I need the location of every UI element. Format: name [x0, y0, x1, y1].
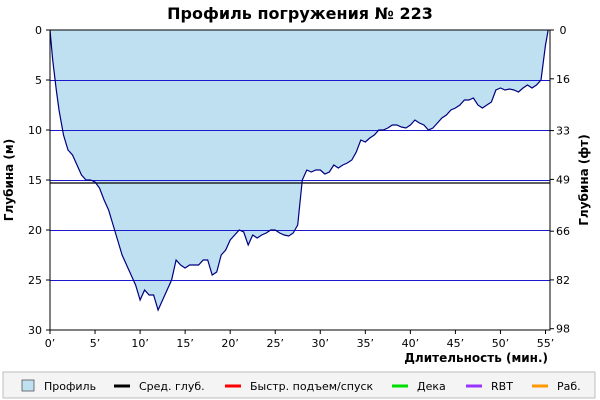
- y-right-tick-label: 0: [560, 24, 567, 37]
- y-axis-left-title: Глубина (м): [2, 139, 16, 221]
- legend-frame: [2, 371, 596, 399]
- x-tick-label: 45’: [447, 337, 465, 350]
- x-tick-label: 25’: [266, 337, 284, 350]
- x-axis-ticks: 0’ 5’ 10’ 15’ 20’ 25’ 30’ 35’ 40’ 45’ 50’ 55’: [45, 330, 554, 350]
- x-tick-label: 5’: [90, 337, 101, 350]
- x-tick-label: 40’: [402, 337, 420, 350]
- y-left-tick-label: 5: [35, 74, 42, 87]
- y-left-tick-label: 30: [28, 324, 42, 337]
- y-right-tick-label: 33: [556, 125, 570, 138]
- x-tick-label: 15’: [176, 337, 194, 350]
- x-tick-label: 55’: [537, 337, 555, 350]
- legend-label: RBT: [491, 380, 513, 393]
- y-left-tick-label: 10: [28, 124, 42, 137]
- profile-line: [49, 29, 549, 312]
- y-right-tick-label: 16: [556, 73, 570, 86]
- legend-label: Быстр. подъем/спуск: [250, 380, 374, 393]
- x-tick-label: 30’: [312, 337, 330, 350]
- profile-area: [50, 30, 549, 310]
- y-right-tick-label: 66: [556, 225, 570, 238]
- y-left-tick-label: 0: [35, 24, 42, 37]
- legend-label: Профиль: [44, 380, 96, 393]
- y-right-tick-label: 49: [556, 173, 570, 186]
- legend-label: Сред. глуб.: [139, 380, 205, 393]
- y-left-tick-label: 15: [28, 174, 42, 187]
- y-right-tick-label: 98: [556, 323, 570, 336]
- x-tick-label: 35’: [357, 337, 375, 350]
- x-tick-label: 50’: [492, 337, 510, 350]
- chart-title: Профиль погружения № 223: [167, 4, 433, 23]
- y-left-tick-label: 20: [28, 224, 42, 237]
- legend-label: Дека: [417, 380, 446, 393]
- x-tick-label: 0’: [45, 337, 56, 350]
- y-right-tick-label: 82: [556, 274, 570, 287]
- legend-items: Профиль Сред. глуб. Быстр. подъем/спуск Дек…: [21, 379, 581, 393]
- y-axis-left-ticks: 0 5 10 15 20 25 30: [28, 24, 50, 337]
- x-axis-title: Длительность (мин.): [404, 351, 548, 365]
- y-axis-right-ticks: 0 16 33 49 66 82 98: [550, 24, 570, 336]
- legend-label: Раб.: [557, 380, 581, 393]
- x-tick-label: 10’: [131, 337, 149, 350]
- legend-swatch: [21, 379, 35, 392]
- y-axis-right-title: Глубина (фт): [577, 134, 591, 225]
- x-tick-label: 20’: [221, 337, 239, 350]
- y-left-tick-label: 25: [28, 274, 42, 287]
- legend: Профиль Сред. глуб. Быстр. подъем/спуск Дек…: [2, 371, 596, 399]
- plot-area: [49, 29, 551, 331]
